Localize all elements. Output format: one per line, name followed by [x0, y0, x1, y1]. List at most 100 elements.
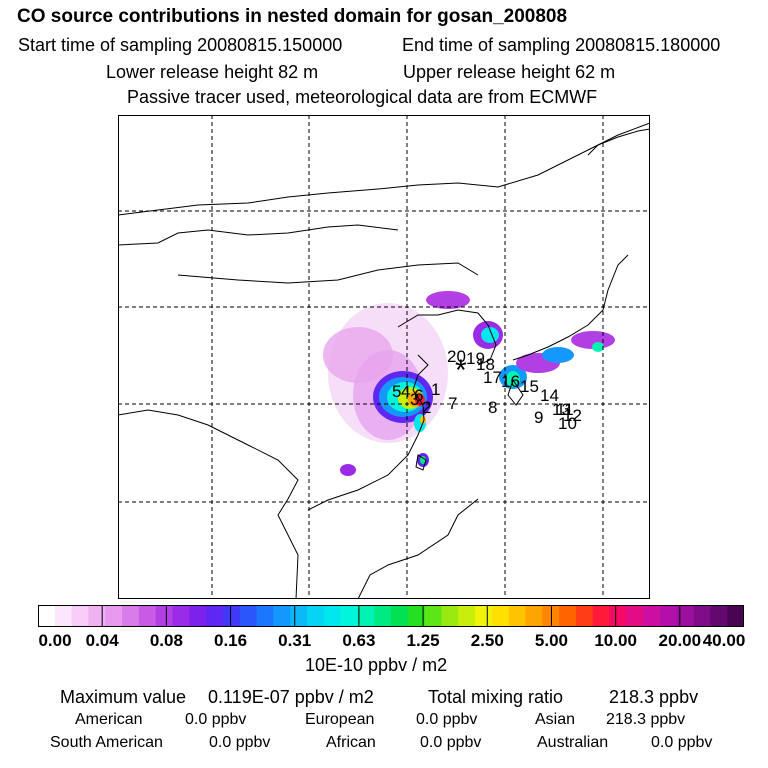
colorbar-tick-label: 0.16 — [213, 631, 248, 650]
max-value-label: Maximum value — [60, 687, 187, 707]
colorbar-cell — [676, 605, 695, 627]
region-value-asian: 218.3 ppbv — [606, 711, 686, 728]
coastlines — [118, 122, 650, 599]
colorbar-cell — [475, 605, 493, 627]
source-label-7: 7 — [448, 394, 457, 413]
colorbar-cell — [609, 605, 627, 627]
start-time-label: Start time of sampling 20080815.150000 — [18, 35, 343, 55]
total-mixing-label: Total mixing ratio — [428, 687, 564, 707]
colorbar-tick-label: 40.00 — [702, 631, 746, 650]
colorbar-cell — [458, 605, 476, 627]
source-label-9: 9 — [534, 408, 543, 427]
map-title: CO source contributions in nested domain… — [17, 6, 568, 27]
source-label-1: 1 — [431, 380, 440, 399]
total-mixing-value: 218.3 ppbv — [609, 687, 699, 707]
colorbar-cell — [424, 605, 443, 627]
colorbar-cell — [357, 605, 375, 627]
colorbar-tick-label: 20.00 — [658, 631, 702, 650]
colorbar-cell — [256, 605, 274, 627]
region-name-asian: Asian — [535, 711, 576, 728]
source-label-10: 10 — [558, 414, 577, 433]
colorbar-cell — [491, 605, 510, 627]
region-name-australian: Australian — [537, 734, 609, 751]
region-value-american: 0.0 ppbv — [185, 711, 247, 728]
region-name-south-american: South American — [50, 734, 163, 751]
colorbar-cell — [273, 605, 291, 627]
source-label-16: 16 — [501, 372, 520, 391]
colorbar-tick-label: 10.00 — [594, 631, 637, 650]
colorbar-cell — [323, 605, 342, 627]
source-label-11: 11 — [556, 400, 574, 419]
colorbar-tick-label: 0.04 — [85, 631, 119, 650]
region-value-australian: 0.0 ppbv — [651, 734, 713, 751]
colorbar-cell — [340, 605, 358, 627]
colorbar-cell — [407, 605, 426, 627]
source-label-5: 5 — [392, 382, 401, 401]
source-label-15: 15 — [520, 377, 539, 396]
colorbar-cell — [659, 605, 678, 627]
upper-release-label: Upper release height 62 m — [403, 62, 616, 82]
colorbar-cell — [306, 605, 325, 627]
colorbar-cell — [508, 605, 527, 627]
region-value-south-american: 0.0 ppbv — [209, 734, 271, 751]
colorbar-cell — [710, 605, 728, 627]
colorbar-cell — [105, 605, 123, 627]
source-label-19: 19 — [466, 349, 485, 368]
map-panel: * 1 2 3 4 5 6 7 8 9 10 11 12 13 14 15 16… — [118, 115, 650, 599]
receptor-marker: * — [455, 354, 467, 387]
source-label-18: 18 — [476, 355, 495, 374]
colorbar-cell — [206, 605, 224, 627]
lower-release-label: Lower release height 82 m — [106, 62, 319, 82]
source-label-14: 14 — [540, 386, 559, 405]
max-value: 0.119E-07 ppbv / m2 — [208, 687, 374, 707]
colorbar-cell — [727, 605, 744, 627]
source-label-13: 13 — [552, 400, 571, 419]
colorbar-cell — [155, 605, 174, 627]
region-value-european: 0.0 ppbv — [416, 711, 478, 728]
colorbar-cell — [290, 605, 308, 627]
tracer-note: Passive tracer used, meteorological data… — [127, 87, 598, 107]
concentration-field — [323, 291, 615, 476]
colorbar-cell — [374, 605, 392, 627]
colorbar-cell — [239, 605, 258, 627]
colorbar-tick-label: 0.00 — [38, 631, 72, 650]
colorbar-cell — [172, 605, 190, 627]
colorbar-cell — [575, 605, 594, 627]
colorbar-cell — [626, 605, 644, 627]
end-time-label: End time of sampling 20080815.180000 — [402, 35, 721, 55]
colorbar-cell — [525, 605, 543, 627]
colorbar-tick-label: 0.08 — [149, 631, 183, 650]
region-name-african: African — [326, 734, 376, 751]
source-label-3: 3 — [410, 390, 419, 409]
colorbar-cell — [441, 605, 459, 627]
colorbar-cell — [643, 605, 661, 627]
colorbar-cell — [88, 605, 106, 627]
source-label-6: 6 — [414, 386, 423, 405]
colorbar-cell — [592, 605, 611, 627]
colorbar — [38, 605, 744, 627]
region-name-european: European — [305, 711, 375, 728]
colorbar-cell — [38, 605, 56, 627]
colorbar-cell — [71, 605, 90, 627]
source-label-17: 17 — [483, 368, 502, 387]
colorbar-tick-label: 0.63 — [342, 631, 376, 650]
source-label-8: 8 — [488, 398, 497, 417]
source-label-4: 4 — [401, 382, 410, 401]
source-label-2: 2 — [422, 398, 431, 417]
colorbar-tick-label: 1.25 — [406, 631, 440, 650]
colorbar-cell — [559, 605, 577, 627]
region-name-american: American — [75, 711, 143, 728]
colorbar-cell — [189, 605, 207, 627]
source-label-12: 12 — [563, 406, 582, 425]
lat-lon-grid — [118, 115, 650, 599]
colorbar-cell — [54, 605, 73, 627]
source-label-20: 20 — [447, 347, 466, 366]
colorbar-cell — [222, 605, 241, 627]
region-value-african: 0.0 ppbv — [420, 734, 482, 751]
colorbar-tick-label: 0.31 — [278, 631, 312, 650]
colorbar-cell — [122, 605, 140, 627]
colorbar-tick-label: 2.50 — [470, 631, 504, 650]
colorbar-cell — [693, 605, 711, 627]
colorbar-cell — [138, 605, 157, 627]
colorbar-cell — [391, 605, 409, 627]
